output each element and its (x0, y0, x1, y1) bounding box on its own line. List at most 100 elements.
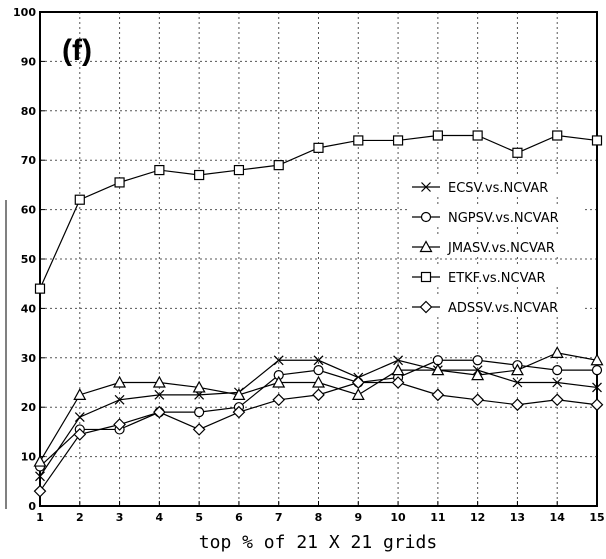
x-marker-stroke (313, 355, 324, 366)
diamond-marker (550, 393, 564, 407)
legend-entry: NGPSV.vs.NCVAR (410, 207, 582, 227)
square-marker (34, 283, 46, 294)
legend-entry: JMASV.vs.NCVAR (410, 237, 582, 257)
x-tick-label: 10 (390, 511, 406, 524)
y-tick-label: 100 (13, 6, 36, 19)
x-tick-label: 8 (315, 511, 323, 524)
legend-label: ADSSV.vs.NCVAR (448, 301, 558, 316)
square-marker (154, 164, 165, 176)
x-marker-stroke (512, 377, 523, 388)
x-marker (421, 182, 431, 192)
triangle-marker (550, 346, 564, 358)
legend-label: ECSV.vs.NCVAR (448, 181, 548, 196)
x-marker (35, 471, 45, 482)
triangle-marker (471, 368, 485, 381)
x-tick-label: 3 (116, 511, 124, 524)
diamond-marker (391, 376, 405, 389)
circle-marker (420, 211, 432, 223)
x-tick-label: 13 (510, 511, 525, 524)
x-marker (273, 355, 284, 366)
x-marker-stroke (154, 389, 165, 400)
x-tick-label: 6 (235, 511, 243, 524)
diamond-marker (232, 405, 246, 419)
square-marker (512, 147, 523, 158)
circle-marker (552, 365, 563, 376)
legend: ECSV.vs.NCVAR NGPSV.vs.NCVAR JMASV.vs.NCVA… (410, 177, 582, 317)
x-marker-stroke (552, 377, 563, 388)
legend-label: NGPSV.vs.NCVAR (448, 211, 559, 226)
square-marker (233, 164, 245, 176)
y-tick-label: 80 (21, 105, 37, 118)
x-marker (313, 355, 324, 366)
triangle-marker (590, 353, 604, 366)
circle-marker (591, 365, 603, 376)
x-marker (592, 382, 602, 393)
square-marker (591, 135, 603, 146)
diamond-marker (73, 428, 87, 441)
diamond-marker (511, 398, 524, 412)
x-tick-label: 12 (470, 511, 485, 524)
x-marker-stroke (74, 412, 85, 423)
y-tick-label: 60 (21, 204, 37, 217)
y-tick-label: 30 (21, 352, 37, 365)
x-marker (114, 394, 125, 405)
square-marker (420, 271, 432, 283)
x-marker-stroke (393, 355, 403, 366)
square-marker (392, 135, 404, 146)
y-tick-label: 70 (21, 154, 37, 167)
x-marker-stroke (114, 394, 125, 405)
diamond-marker (312, 388, 325, 402)
triangle-marker (232, 388, 246, 400)
x-marker (512, 377, 523, 388)
tick-labels: 1 2 3 4 5 6 7 8 9 10 11 12 13 14 150102030405060708090… (13, 6, 605, 524)
legend-entry-background (410, 237, 582, 257)
diamond-marker (272, 393, 286, 407)
diamond-marker (33, 484, 47, 498)
diamond-marker (153, 405, 166, 419)
x-marker (74, 412, 85, 423)
circle-marker (313, 365, 324, 376)
series-diamond (33, 376, 604, 498)
diamond-marker (471, 393, 484, 407)
y-tick-label: 50 (21, 253, 37, 266)
diamond-marker (113, 418, 126, 431)
panel-label: (f) (62, 34, 92, 67)
square-marker (194, 169, 205, 181)
legend-label: ETKF.vs.NCVAR (448, 271, 546, 286)
x-marker (552, 377, 563, 388)
y-tick-label: 0 (28, 500, 36, 513)
series-group (33, 130, 604, 498)
y-tick-label: 90 (21, 55, 37, 68)
triangle-marker (311, 375, 326, 388)
y-tick-label: 10 (21, 451, 37, 464)
diamond-marker (351, 376, 365, 389)
x-tick-label: 2 (76, 511, 84, 524)
legend-entry: ECSV.vs.NCVAR (410, 177, 582, 197)
x-tick-label: 4 (156, 511, 164, 524)
y-tick-label: 40 (21, 302, 37, 315)
x-marker-stroke (592, 382, 602, 393)
triangle-marker (192, 380, 206, 393)
x-tick-label: 5 (195, 511, 203, 524)
legend-entry-background (410, 177, 582, 197)
triangle-marker (510, 363, 524, 376)
square-marker (114, 177, 125, 188)
x-marker (154, 389, 165, 400)
triangle-marker (113, 375, 127, 388)
x-tick-label: 15 (589, 511, 604, 524)
diamond-marker (419, 300, 433, 314)
triangle-marker (272, 375, 286, 388)
legend-label: JMASV.vs.NCVAR (447, 241, 555, 256)
triangle-marker (152, 375, 166, 388)
x-axis-label: top % of 21 X 21 grids (199, 532, 437, 553)
triangle-marker (391, 363, 405, 376)
circle-marker (194, 407, 205, 418)
legend-entry: ETKF.vs.NCVAR (410, 267, 582, 287)
x-marker (393, 355, 403, 366)
x-tick-label: 14 (550, 511, 566, 524)
triangle-marker (431, 363, 445, 376)
square-marker (552, 130, 563, 141)
series-triangle (33, 346, 604, 467)
circle-marker (472, 355, 483, 366)
series-square (34, 130, 603, 294)
